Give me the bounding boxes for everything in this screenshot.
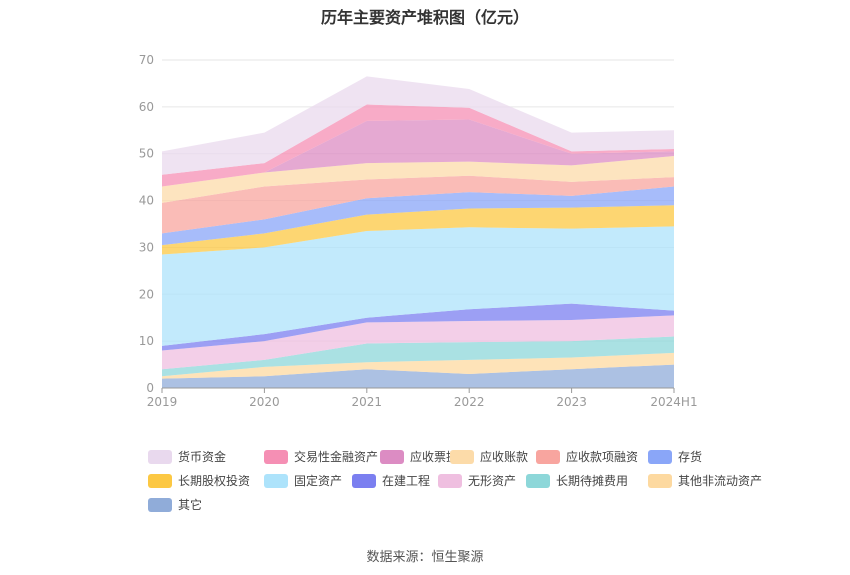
x-tick-label: 2024H1 [650,395,697,409]
stacked-area-chart: 0 10 20 30 40 50 60 70 2019 2020 2021 2022 2023 2024H… [139,53,698,409]
area-在建工程 [162,303,674,351]
legend-swatch [536,449,560,464]
y-tick-label: 70 [139,53,154,67]
x-tick-label: 2020 [249,395,280,409]
area-无形资产 [162,315,674,370]
legend-item[interactable]: 应收票据 [380,448,458,465]
y-tick-label: 10 [139,334,154,348]
y-tick-label: 60 [139,100,154,114]
legend-swatch [438,473,462,488]
legend-swatch [148,497,172,512]
x-tick-label: 2022 [454,395,485,409]
y-tick-label: 20 [139,287,154,301]
area-货币资金 [162,76,674,175]
legend-swatch [380,449,404,464]
legend-item[interactable]: 存货 [648,448,702,465]
legend-item[interactable]: 固定资产 [264,472,342,489]
legend-swatch [526,473,550,488]
x-tick-label: 2021 [352,395,383,409]
legend-item[interactable]: 交易性金融资产 [264,448,378,465]
legend-label: 其他非流动资产 [678,474,763,488]
legend-item[interactable]: 货币资金 [148,448,226,465]
legend-label: 货币资金 [178,450,227,464]
legend-item[interactable]: 应收账款 [450,448,528,465]
legend-label: 应收账款 [480,450,529,464]
axes: 0 10 20 30 40 50 60 70 2019 2020 2021 2022 2023 2024H… [139,53,698,409]
legend-item[interactable]: 其它 [148,496,202,513]
y-tick-label: 40 [139,194,154,208]
area-其它 [162,364,674,388]
data-source-note: 数据来源：恒生聚源 [366,550,484,565]
legend-label: 交易性金融资产 [294,450,379,464]
x-tick-label: 2019 [147,395,178,409]
legend-item[interactable]: 长期股权投资 [148,472,250,489]
legend-item[interactable]: 应收款项融资 [536,448,638,465]
area-series [162,76,674,388]
legend-swatch [264,473,288,488]
legend-swatch [148,473,172,488]
legend-item[interactable]: 其他非流动资产 [648,472,762,489]
area-应收款项融资 [162,175,674,234]
legend-swatch [352,473,376,488]
area-其他非流动资产 [162,352,674,379]
area-固定资产 [162,226,674,346]
legend-label: 应收票据 [410,450,459,464]
legend-swatch [148,449,172,464]
legend-label: 存货 [678,450,703,464]
legend-item[interactable]: 无形资产 [438,472,516,489]
legend-swatch [264,449,288,464]
legend-label: 长期股权投资 [178,474,251,488]
area-长期待摊费用 [162,336,674,377]
area-长期股权投资 [162,205,674,255]
legend-label: 无形资产 [468,474,517,488]
legend-item[interactable]: 长期待摊费用 [526,472,628,489]
legend-label: 应收款项融资 [566,450,639,464]
area-交易性金融资产 [162,104,674,187]
legend-swatch [450,449,474,464]
area-应收账款 [162,156,674,203]
legend-swatch [648,473,672,488]
area-应收票据 [162,119,674,187]
legend-label: 固定资产 [294,474,343,488]
x-tick-label: 2023 [556,395,587,409]
legend-label: 长期待摊费用 [556,474,629,488]
y-tick-label: 30 [139,240,154,254]
legend-swatch [648,449,672,464]
chart-title: 历年主要资产堆积图（亿元） [320,8,529,27]
y-tick-label: 0 [146,381,154,395]
legend-label: 其它 [178,498,203,512]
legend-label: 在建工程 [382,474,431,488]
area-存货 [162,186,674,246]
y-tick-label: 50 [139,147,154,161]
legend-item[interactable]: 在建工程 [352,472,430,489]
